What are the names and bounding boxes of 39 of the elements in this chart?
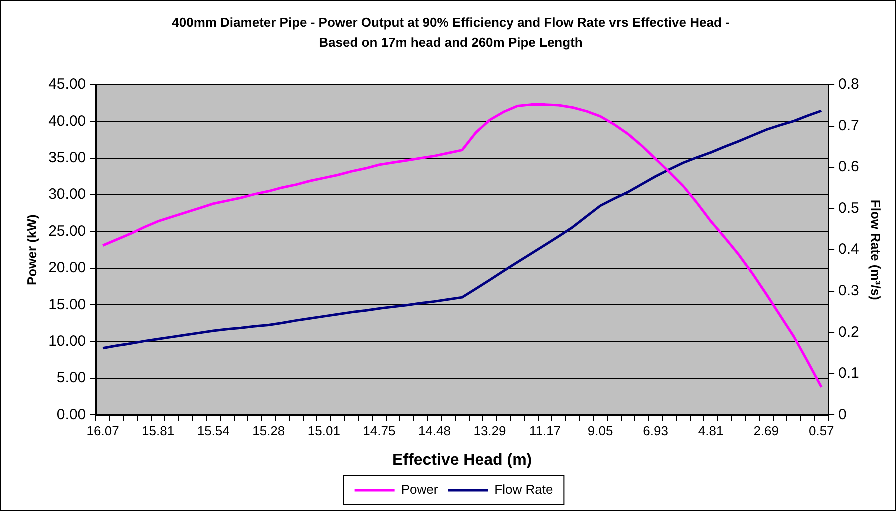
x-tick-label: 14.75 (363, 424, 396, 439)
x-tick-label: 6.93 (643, 424, 668, 439)
y2-tick-label: 0.4 (838, 241, 860, 258)
y-tick-label: 35.00 (48, 150, 86, 167)
legend-label: Power (401, 482, 439, 498)
y-axis-title: Power (kW) (24, 214, 40, 286)
x-tick-label: 9.05 (588, 424, 614, 439)
y-tick-label: 15.00 (48, 296, 86, 314)
x-tick-label: 13.29 (474, 424, 506, 439)
y2-tick-label: 0.1 (838, 365, 860, 382)
y-tick-label: 40.00 (48, 112, 86, 130)
chart-title: 400mm Diameter Pipe - Power Output at 90% Efficiency and Flow Rate vrs Effective Head - Based on 17m head and 260m Pipe Length (171, 14, 731, 52)
x-tick-label: 11.17 (529, 424, 562, 439)
x-tick-label: 15.54 (197, 424, 230, 439)
x-tick-label: 2.69 (754, 424, 780, 439)
y-tick-label: 45.00 (48, 76, 86, 94)
x-tick-label: 16.07 (86, 424, 120, 439)
y2-tick-label: 0.7 (838, 117, 860, 134)
y-tick-label: 5.00 (56, 370, 86, 387)
y2-tick-label: 0.6 (838, 158, 860, 176)
x-tick-label: 0.57 (808, 424, 834, 439)
x-tick-label: 15.81 (142, 424, 175, 439)
y2-tick-label: 0 (838, 406, 847, 424)
x-tick-label: 15.01 (308, 424, 340, 439)
y-tick-label: 20.00 (48, 260, 86, 277)
y-tick-label: 25.00 (48, 222, 86, 240)
y-tick-label: 0.00 (56, 406, 86, 424)
y2-tick-label: 0.5 (838, 200, 860, 217)
y2-tick-label: 0.3 (838, 282, 860, 300)
y-tick-label: 30.00 (48, 186, 86, 204)
y2-axis-title: Flow Rate (m³/s) (868, 200, 884, 300)
y-tick-label: 10.00 (48, 332, 86, 350)
legend-label: Flow Rate (494, 482, 554, 498)
x-tick-label: 15.28 (252, 424, 286, 439)
x-tick-label: 14.48 (418, 424, 451, 439)
x-axis-title: Effective Head (m) (392, 452, 532, 469)
y2-tick-label: 0.2 (838, 324, 860, 341)
x-tick-label: 4.81 (698, 424, 724, 439)
y2-tick-label: 0.8 (838, 76, 860, 94)
